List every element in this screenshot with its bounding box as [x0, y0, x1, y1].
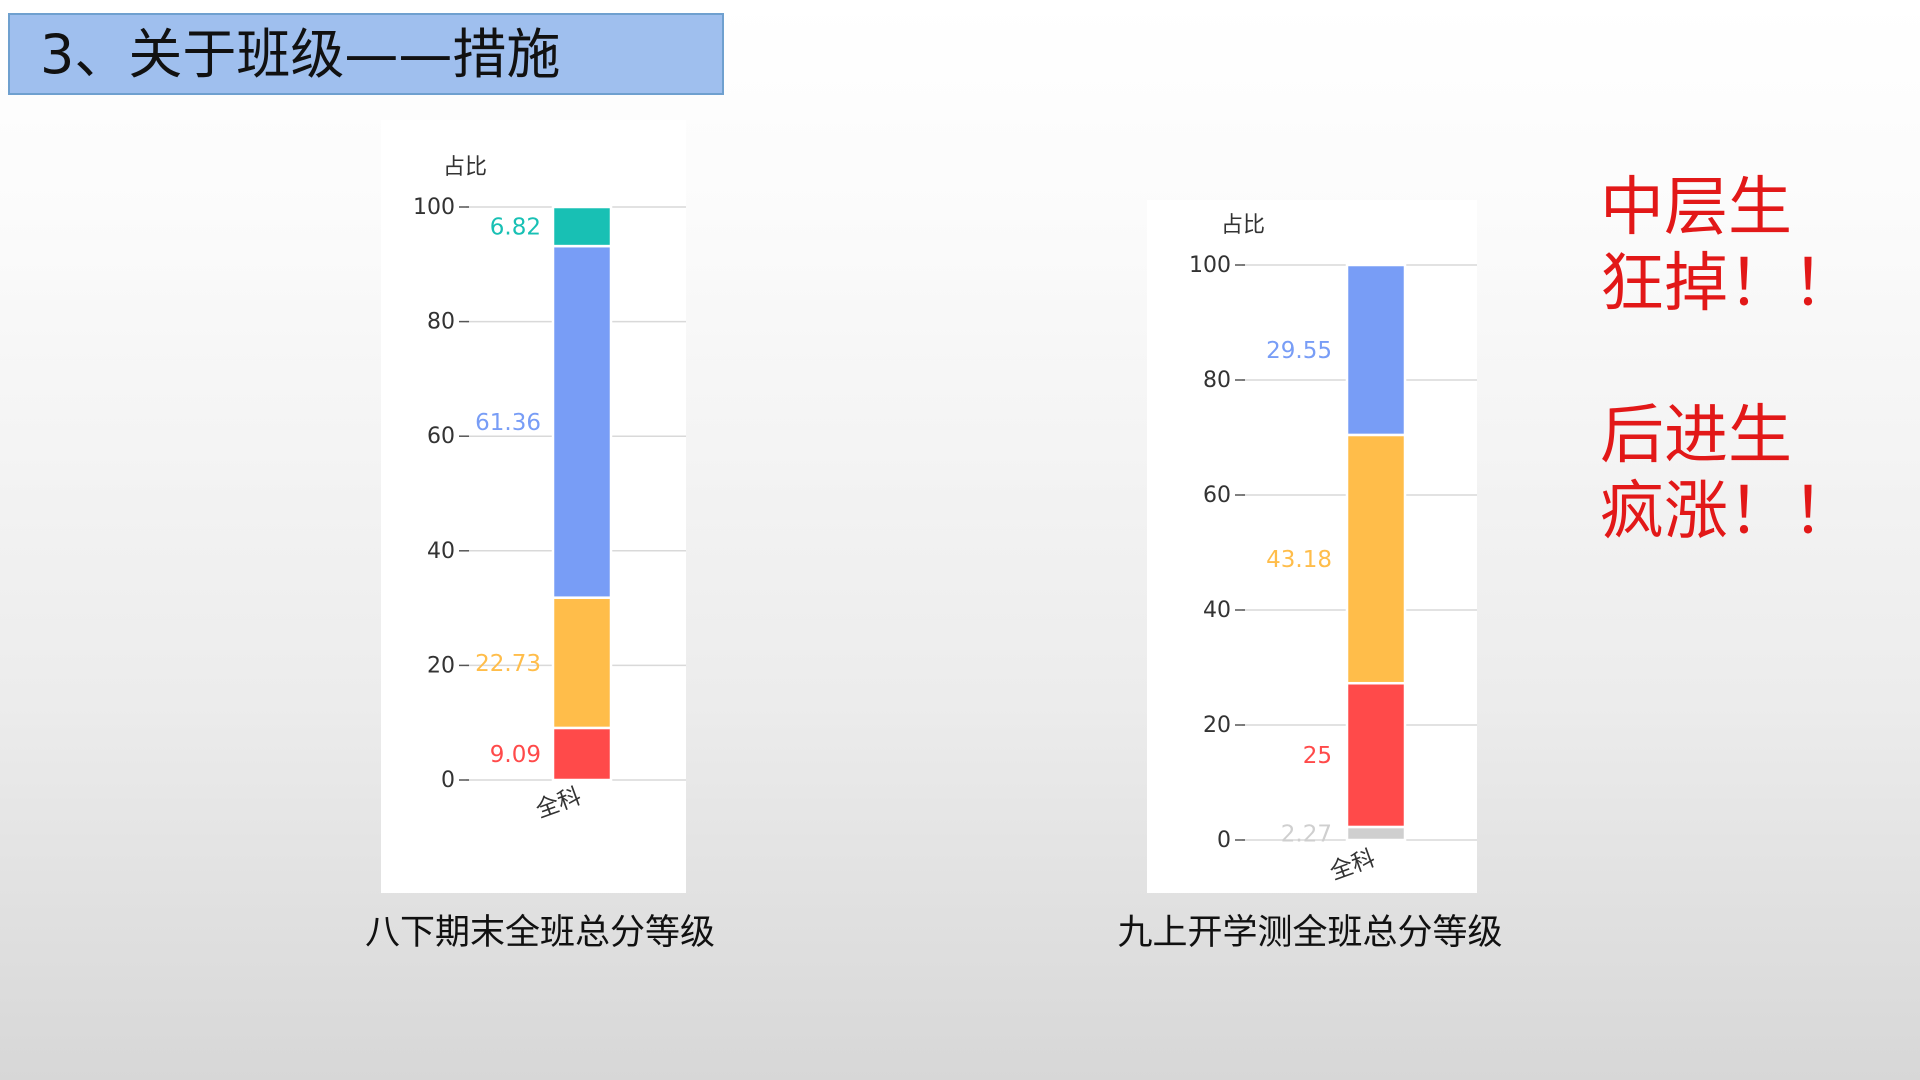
y-tick-label: 40 — [427, 539, 455, 564]
y-tick-label: 60 — [427, 424, 455, 449]
bar-segment — [551, 205, 613, 248]
y-tick-label: 80 — [427, 310, 455, 335]
data-label: 6.82 — [490, 215, 541, 241]
chart-panel-right: 0 20 40 60 80 100 占比 2.27 25 43.18 29.55 全科 — [1147, 200, 1477, 893]
chart-left: 0 20 40 60 80 100 占比 9.09 22.73 61.36 6.82 全科 — [413, 155, 686, 824]
bar-segment — [1345, 433, 1407, 685]
chart-panel-left: 0 20 40 60 80 100 占比 9.09 22.73 61.36 6.82 全科 — [381, 120, 686, 893]
caption-right: 九上开学测全班总分等级 — [1117, 913, 1503, 953]
data-label: 61.36 — [475, 410, 541, 436]
y-axis-label: 占比 — [443, 155, 487, 180]
y-tick-label: 40 — [1203, 598, 1231, 623]
bar-segment — [1345, 681, 1407, 829]
annotation-middle-students: 中层生 狂掉！！ — [1600, 170, 1880, 322]
data-label: 29.55 — [1266, 338, 1332, 364]
bar-segment — [551, 726, 613, 782]
page-title: 3、关于班级——措施 — [40, 23, 561, 86]
y-tick-label: 60 — [1203, 483, 1231, 508]
data-label: 43.18 — [1266, 547, 1332, 573]
data-label: 2.27 — [1281, 821, 1332, 847]
y-tick-label: 0 — [441, 768, 455, 793]
data-label: 25 — [1303, 743, 1332, 769]
y-tick-label: 80 — [1203, 368, 1231, 393]
bar-segment — [551, 244, 613, 599]
x-category-label: 全科 — [533, 783, 585, 823]
chart-right: 0 20 40 60 80 100 占比 2.27 25 43.18 29.55 全科 — [1189, 213, 1477, 886]
annotation-1-line-2: 狂掉！！ — [1600, 247, 1856, 321]
annotation-lower-students: 后进生 疯涨！！ — [1600, 398, 1880, 550]
data-label: 9.09 — [490, 742, 541, 768]
y-axis-label: 占比 — [1221, 213, 1265, 238]
annotation-2-line-2: 疯涨！！ — [1600, 475, 1856, 549]
annotation-2-line-1: 后进生 — [1600, 399, 1792, 473]
y-tick-label: 20 — [1203, 713, 1231, 738]
data-label: 22.73 — [475, 651, 541, 677]
y-tick-label: 0 — [1217, 828, 1231, 853]
caption-left: 八下期末全班总分等级 — [364, 913, 715, 953]
y-tick-label: 100 — [413, 195, 455, 220]
bar-segment — [1345, 263, 1407, 437]
annotation-1-line-1: 中层生 — [1600, 171, 1792, 245]
y-tick-label: 20 — [427, 653, 455, 678]
bar-segment — [551, 596, 613, 730]
title-banner: 3、关于班级——措施 — [8, 13, 724, 95]
x-category-label: 全科 — [1327, 845, 1379, 885]
y-tick-label: 100 — [1189, 253, 1231, 278]
bar-segment — [1345, 825, 1407, 842]
